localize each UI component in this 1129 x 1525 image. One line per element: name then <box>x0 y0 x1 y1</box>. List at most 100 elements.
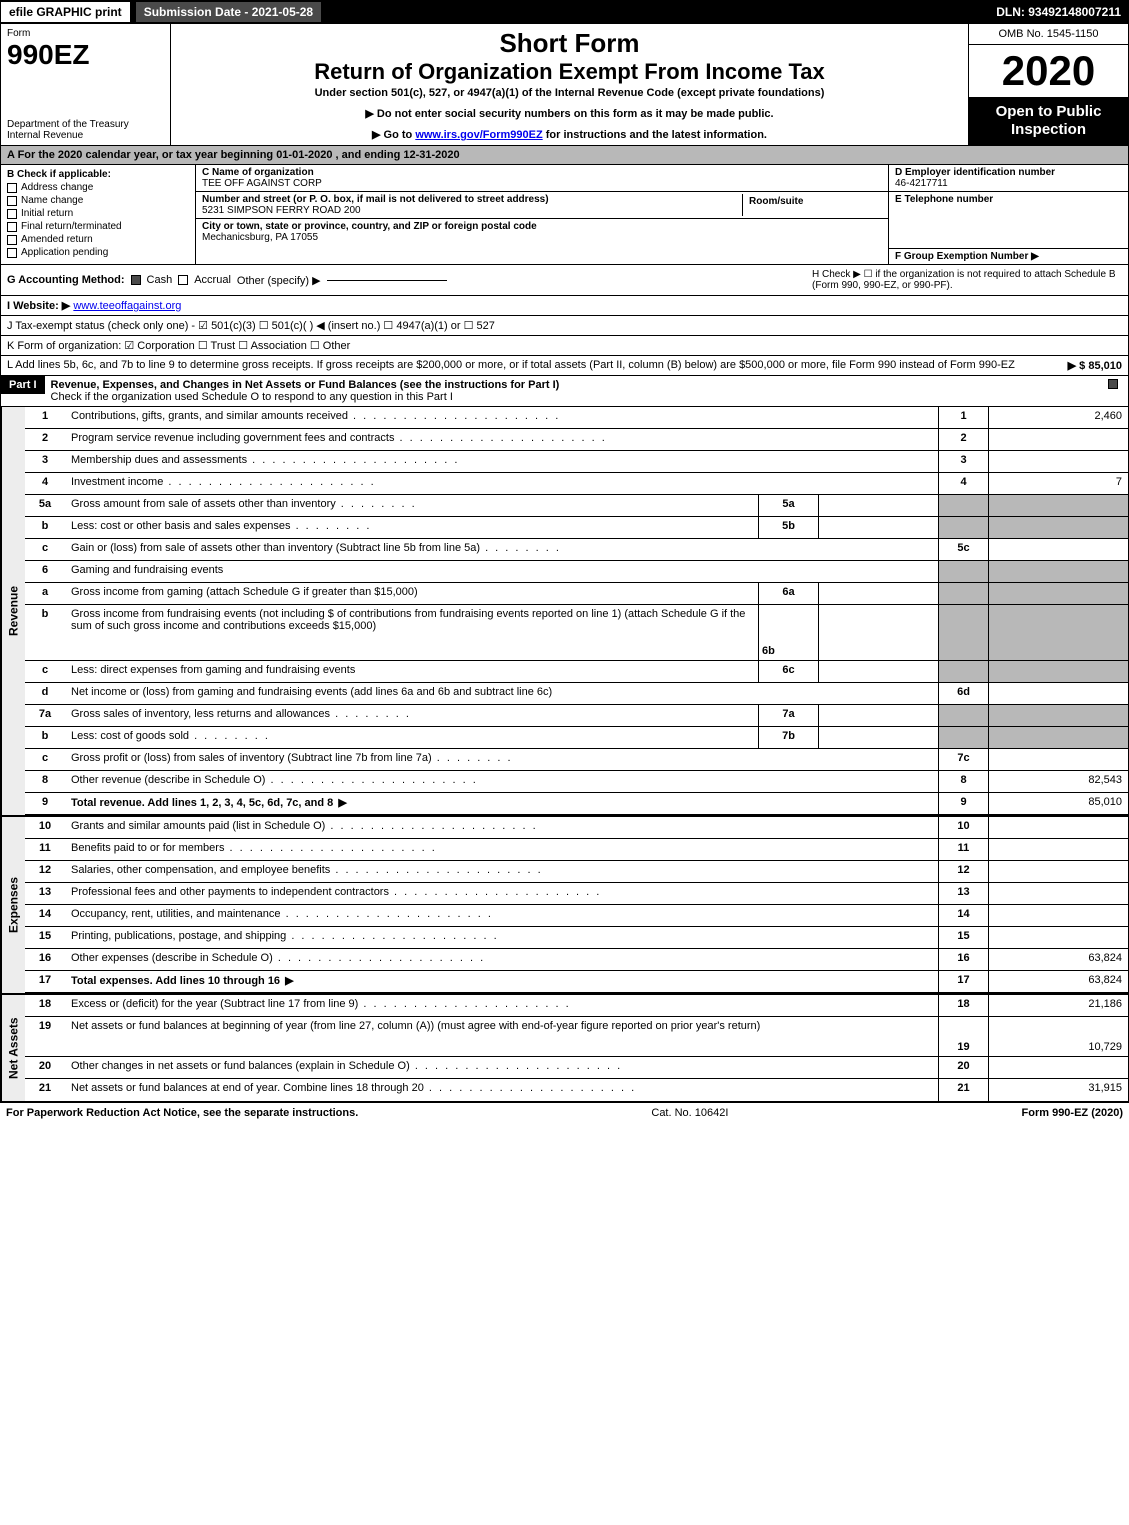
line-6b: bGross income from fundraising events (n… <box>25 605 1128 661</box>
form-number: 990EZ <box>7 39 164 71</box>
other-label: Other (specify) ▶ <box>237 274 321 287</box>
notice-ssn: Do not enter social security numbers on … <box>179 107 960 120</box>
section-d: D Employer identification number 46-4217… <box>889 165 1128 192</box>
row-j: J Tax-exempt status (check only one) - ☑… <box>0 316 1129 336</box>
checkbox-name-change[interactable]: Name change <box>7 195 189 206</box>
line-3: 3Membership dues and assessments3 <box>25 451 1128 473</box>
row-l-text: L Add lines 5b, 6c, and 7b to line 9 to … <box>7 359 1015 372</box>
row-k: K Form of organization: ☑ Corporation ☐ … <box>0 336 1129 356</box>
line-11: 11Benefits paid to or for members11 <box>25 839 1128 861</box>
part-i-checkbox-icon[interactable] <box>1108 379 1118 389</box>
dln-label: DLN: 93492148007211 <box>988 2 1129 22</box>
line-10: 10Grants and similar amounts paid (list … <box>25 817 1128 839</box>
line-13: 13Professional fees and other payments t… <box>25 883 1128 905</box>
checkbox-initial-return[interactable]: Initial return <box>7 208 189 219</box>
line-2: 2Program service revenue including gover… <box>25 429 1128 451</box>
line-1: 1Contributions, gifts, grants, and simil… <box>25 407 1128 429</box>
accounting-method-label: G Accounting Method: <box>7 274 125 286</box>
org-name: TEE OFF AGAINST CORP <box>202 178 882 189</box>
tax-year: 2020 <box>969 45 1128 97</box>
line-18: 18Excess or (deficit) for the year (Subt… <box>25 995 1128 1017</box>
footer-form-ref: Form 990-EZ (2020) <box>1022 1107 1123 1119</box>
notice2-pre: Go to <box>384 129 416 141</box>
top-bar-left: efile GRAPHIC print Submission Date - 20… <box>0 1 322 23</box>
website-link[interactable]: www.teeoffagainst.org <box>73 300 181 312</box>
info-grid: B Check if applicable: Address change Na… <box>0 165 1129 265</box>
notice2-post: for instructions and the latest informat… <box>543 129 767 141</box>
line-5a: 5aGross amount from sale of assets other… <box>25 495 1128 517</box>
tel-label: E Telephone number <box>895 194 1122 205</box>
checkbox-accrual-icon[interactable] <box>178 275 188 285</box>
section-b-label: B Check if applicable: <box>7 169 189 180</box>
part-i-title: Revenue, Expenses, and Changes in Net As… <box>51 379 560 391</box>
irs-link[interactable]: www.irs.gov/Form990EZ <box>415 129 542 141</box>
checkbox-application-pending[interactable]: Application pending <box>7 247 189 258</box>
checkbox-amended-return[interactable]: Amended return <box>7 234 189 245</box>
checkbox-icon <box>7 209 17 219</box>
form-header: Form 990EZ Department of the Treasury In… <box>0 24 1129 146</box>
ein-label: D Employer identification number <box>895 167 1122 178</box>
room-label: Room/suite <box>749 196 876 207</box>
line-17: 17Total expenses. Add lines 10 through 1… <box>25 971 1128 993</box>
expenses-vert-label: Expenses <box>1 817 25 993</box>
checkbox-cash-checked-icon[interactable] <box>131 275 141 285</box>
checkbox-icon <box>7 183 17 193</box>
line-7b: bLess: cost of goods sold7b <box>25 727 1128 749</box>
notice-instructions: Go to www.irs.gov/Form990EZ for instruct… <box>179 128 960 141</box>
section-b: B Check if applicable: Address change Na… <box>1 165 196 264</box>
header-right: OMB No. 1545-1150 2020 Open to Public In… <box>968 24 1128 145</box>
submission-date-button[interactable]: Submission Date - 2021-05-28 <box>135 1 322 23</box>
line-5b: bLess: cost or other basis and sales exp… <box>25 517 1128 539</box>
part-i-label: Part I <box>1 376 45 394</box>
checkbox-icon <box>7 235 17 245</box>
footer-cat-no: Cat. No. 10642I <box>651 1107 728 1119</box>
city-value: Mechanicsburg, PA 17055 <box>202 232 882 243</box>
line-8: 8Other revenue (describe in Schedule O)8… <box>25 771 1128 793</box>
section-e: E Telephone number <box>889 192 1128 249</box>
row-h: H Check ▶ ☐ if the organization is not r… <box>812 269 1122 291</box>
website-label: I Website: ▶ <box>7 300 70 312</box>
cash-label: Cash <box>147 274 173 286</box>
checkbox-address-change[interactable]: Address change <box>7 182 189 193</box>
section-f: F Group Exemption Number ▶ <box>889 249 1128 264</box>
under-section: Under section 501(c), 527, or 4947(a)(1)… <box>179 87 960 99</box>
row-a-tax-year: A For the 2020 calendar year, or tax yea… <box>0 146 1129 165</box>
part-i-subtitle: Check if the organization used Schedule … <box>51 391 453 403</box>
net-assets-section: Net Assets 18Excess or (deficit) for the… <box>0 993 1129 1102</box>
addr-label: Number and street (or P. O. box, if mail… <box>202 194 742 205</box>
line-6a: aGross income from gaming (attach Schedu… <box>25 583 1128 605</box>
efile-print-button[interactable]: efile GRAPHIC print <box>0 1 131 23</box>
row-g-h: G Accounting Method: Cash Accrual Other … <box>0 265 1129 296</box>
line-12: 12Salaries, other compensation, and empl… <box>25 861 1128 883</box>
revenue-vert-label: Revenue <box>1 407 25 815</box>
checkbox-icon <box>7 222 17 232</box>
line-14: 14Occupancy, rent, utilities, and mainte… <box>25 905 1128 927</box>
line-19: 19Net assets or fund balances at beginni… <box>25 1017 1128 1057</box>
checkbox-final-return[interactable]: Final return/terminated <box>7 221 189 232</box>
line-7c: cGross profit or (loss) from sales of in… <box>25 749 1128 771</box>
section-c: C Name of organization TEE OFF AGAINST C… <box>196 165 888 264</box>
line-6d: dNet income or (loss) from gaming and fu… <box>25 683 1128 705</box>
dept-label: Department of the Treasury Internal Reve… <box>7 119 164 141</box>
line-15: 15Printing, publications, postage, and s… <box>25 927 1128 949</box>
line-7a: 7aGross sales of inventory, less returns… <box>25 705 1128 727</box>
line-4: 4Investment income47 <box>25 473 1128 495</box>
footer-paperwork: For Paperwork Reduction Act Notice, see … <box>6 1107 358 1119</box>
city-label: City or town, state or province, country… <box>202 221 882 232</box>
checkbox-icon <box>7 248 17 258</box>
line-16: 16Other expenses (describe in Schedule O… <box>25 949 1128 971</box>
line-21: 21Net assets or fund balances at end of … <box>25 1079 1128 1101</box>
row-g: G Accounting Method: Cash Accrual Other … <box>7 269 447 291</box>
expenses-section: Expenses 10Grants and similar amounts pa… <box>0 815 1129 993</box>
short-form-title: Short Form <box>179 28 960 59</box>
row-i: I Website: ▶ www.teeoffagainst.org <box>0 296 1129 316</box>
ein-value: 46-4217711 <box>895 178 1122 189</box>
line-5c: cGain or (loss) from sale of assets othe… <box>25 539 1128 561</box>
other-blank <box>327 280 447 281</box>
row-l-amount: ▶ $ 85,010 <box>1068 359 1122 372</box>
checkbox-icon <box>7 196 17 206</box>
group-exempt-label: F Group Exemption Number ▶ <box>895 251 1122 262</box>
return-title: Return of Organization Exempt From Incom… <box>179 59 960 85</box>
line-20: 20Other changes in net assets or fund ba… <box>25 1057 1128 1079</box>
form-label: Form <box>7 28 164 39</box>
